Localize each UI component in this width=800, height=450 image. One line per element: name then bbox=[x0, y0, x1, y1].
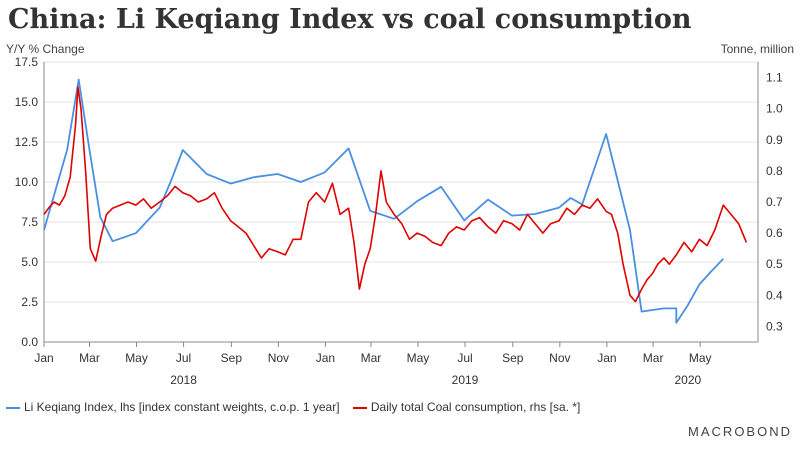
x-tick-label: Nov bbox=[268, 351, 289, 365]
coal-consumption-line bbox=[43, 86, 748, 303]
macrobond-logo: MACROBOND bbox=[688, 424, 792, 439]
x-tick-label: Mar bbox=[361, 351, 382, 365]
x-tick-label: Jan bbox=[34, 351, 53, 365]
legend-swatch-li-keqiang bbox=[6, 406, 20, 409]
left-tick-label: 12.5 bbox=[15, 135, 39, 149]
left-tick-label: 2.5 bbox=[21, 295, 38, 309]
legend-entry-coal: Daily total Coal consumption, rhs [sa. *… bbox=[352, 400, 581, 414]
left-tick-label: 7.5 bbox=[21, 215, 38, 229]
right-tick-label: 0.9 bbox=[766, 133, 783, 147]
chart-title: China: Li Keqiang Index vs coal consumpt… bbox=[8, 4, 692, 35]
right-tick-label: 1.1 bbox=[766, 71, 783, 85]
year-label: 2019 bbox=[452, 373, 479, 387]
x-tick-label: Sep bbox=[221, 351, 243, 365]
year-label: 2018 bbox=[170, 373, 197, 387]
left-tick-label: 5.0 bbox=[21, 255, 38, 269]
x-tick-label: May bbox=[125, 351, 148, 365]
chart-legend: Li Keqiang Index, lhs [index constant we… bbox=[6, 400, 590, 414]
right-tick-label: 1.0 bbox=[766, 102, 783, 116]
x-tick-label: May bbox=[689, 351, 712, 365]
x-tick-label: Jan bbox=[597, 351, 616, 365]
x-tick-label: May bbox=[407, 351, 430, 365]
left-axis-unit: Y/Y % Change bbox=[6, 42, 85, 56]
left-tick-label: 15.0 bbox=[15, 95, 39, 109]
x-tick-label: Jan bbox=[316, 351, 335, 365]
x-tick-label: Jul bbox=[176, 351, 191, 365]
li-keqiang-line bbox=[43, 78, 724, 324]
x-tick-label: Mar bbox=[79, 351, 100, 365]
legend-label-li-keqiang: Li Keqiang Index, lhs [index constant we… bbox=[24, 400, 340, 414]
legend-swatch-coal bbox=[352, 406, 367, 409]
right-tick-label: 0.8 bbox=[766, 164, 783, 178]
left-tick-label: 17.5 bbox=[15, 55, 39, 69]
x-tick-label: Nov bbox=[549, 351, 570, 365]
left-tick-label: 0.0 bbox=[21, 335, 38, 349]
right-tick-label: 0.3 bbox=[766, 319, 783, 333]
x-tick-label: Sep bbox=[502, 351, 524, 365]
x-tick-label: Jul bbox=[457, 351, 472, 365]
right-tick-label: 0.4 bbox=[766, 288, 783, 302]
legend-label-coal: Daily total Coal consumption, rhs [sa. *… bbox=[370, 400, 581, 414]
year-label: 2020 bbox=[674, 373, 701, 387]
right-axis-unit: Tonne, million bbox=[720, 42, 794, 56]
left-tick-label: 10.0 bbox=[15, 175, 39, 189]
right-tick-label: 0.6 bbox=[766, 226, 783, 240]
right-tick-label: 0.7 bbox=[766, 195, 783, 209]
right-tick-label: 0.5 bbox=[766, 257, 783, 271]
x-tick-label: Mar bbox=[643, 351, 664, 365]
legend-entry-li-keqiang: Li Keqiang Index, lhs [index constant we… bbox=[6, 400, 343, 414]
